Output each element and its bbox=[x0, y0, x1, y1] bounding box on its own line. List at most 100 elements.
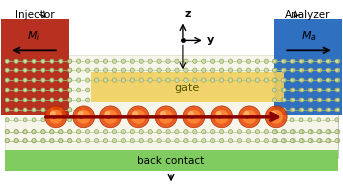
Circle shape bbox=[211, 59, 215, 64]
Circle shape bbox=[255, 68, 260, 72]
Circle shape bbox=[50, 98, 54, 102]
Circle shape bbox=[14, 98, 18, 102]
Circle shape bbox=[59, 68, 63, 72]
Circle shape bbox=[318, 88, 322, 92]
Circle shape bbox=[308, 68, 312, 72]
Circle shape bbox=[183, 106, 205, 128]
Circle shape bbox=[41, 68, 45, 72]
Circle shape bbox=[68, 59, 72, 63]
Circle shape bbox=[59, 118, 63, 122]
Circle shape bbox=[5, 88, 9, 92]
Circle shape bbox=[335, 108, 339, 112]
Circle shape bbox=[68, 98, 72, 102]
Circle shape bbox=[317, 130, 321, 134]
Circle shape bbox=[272, 118, 276, 122]
Circle shape bbox=[41, 129, 45, 134]
Circle shape bbox=[281, 139, 285, 143]
Circle shape bbox=[14, 68, 18, 72]
Circle shape bbox=[32, 59, 36, 63]
Circle shape bbox=[73, 106, 95, 128]
Circle shape bbox=[23, 88, 27, 92]
Circle shape bbox=[309, 68, 313, 72]
Circle shape bbox=[166, 68, 170, 72]
Circle shape bbox=[148, 68, 152, 72]
Circle shape bbox=[131, 110, 145, 124]
Circle shape bbox=[282, 129, 286, 134]
Circle shape bbox=[184, 68, 188, 72]
Circle shape bbox=[59, 88, 63, 92]
Circle shape bbox=[281, 98, 285, 102]
Circle shape bbox=[130, 139, 134, 143]
Text: $e^-$: $e^-$ bbox=[272, 114, 281, 122]
Circle shape bbox=[327, 88, 331, 92]
Circle shape bbox=[300, 139, 304, 143]
Circle shape bbox=[59, 59, 63, 63]
Circle shape bbox=[41, 78, 45, 82]
Circle shape bbox=[327, 59, 331, 64]
Circle shape bbox=[308, 139, 312, 143]
Circle shape bbox=[139, 59, 143, 64]
Circle shape bbox=[94, 139, 99, 143]
Circle shape bbox=[148, 78, 152, 82]
Circle shape bbox=[335, 130, 339, 134]
Circle shape bbox=[86, 108, 90, 112]
Circle shape bbox=[76, 78, 81, 82]
Circle shape bbox=[335, 139, 339, 143]
Circle shape bbox=[326, 130, 330, 134]
Circle shape bbox=[326, 78, 330, 82]
Circle shape bbox=[318, 129, 322, 134]
Circle shape bbox=[272, 139, 276, 143]
Circle shape bbox=[45, 106, 67, 128]
Circle shape bbox=[291, 88, 295, 92]
Circle shape bbox=[94, 68, 99, 72]
Circle shape bbox=[272, 130, 276, 134]
Circle shape bbox=[59, 59, 63, 64]
Circle shape bbox=[281, 68, 285, 72]
Circle shape bbox=[211, 78, 215, 82]
Circle shape bbox=[59, 88, 63, 92]
Circle shape bbox=[299, 88, 303, 92]
Circle shape bbox=[41, 139, 45, 143]
Circle shape bbox=[211, 139, 215, 143]
Text: $e^-$: $e^-$ bbox=[134, 114, 142, 122]
Circle shape bbox=[32, 108, 36, 112]
Circle shape bbox=[157, 78, 161, 82]
Circle shape bbox=[255, 129, 260, 134]
Circle shape bbox=[238, 106, 260, 128]
Circle shape bbox=[50, 88, 54, 92]
Circle shape bbox=[130, 78, 134, 82]
Circle shape bbox=[139, 139, 143, 143]
Circle shape bbox=[327, 129, 331, 134]
Bar bbox=[91, 72, 284, 102]
Circle shape bbox=[23, 68, 27, 72]
Circle shape bbox=[237, 139, 242, 143]
Circle shape bbox=[14, 68, 18, 72]
Circle shape bbox=[103, 68, 108, 72]
Circle shape bbox=[68, 68, 72, 72]
Circle shape bbox=[112, 78, 117, 82]
Circle shape bbox=[282, 108, 286, 112]
Circle shape bbox=[23, 78, 27, 82]
Circle shape bbox=[41, 59, 45, 63]
Circle shape bbox=[318, 68, 322, 72]
Circle shape bbox=[32, 98, 36, 102]
Circle shape bbox=[318, 78, 322, 82]
Circle shape bbox=[5, 68, 9, 72]
Circle shape bbox=[335, 98, 339, 102]
Circle shape bbox=[85, 68, 90, 72]
Circle shape bbox=[104, 110, 117, 124]
Circle shape bbox=[112, 129, 117, 134]
Circle shape bbox=[85, 59, 90, 64]
Circle shape bbox=[23, 78, 27, 82]
Circle shape bbox=[272, 78, 276, 82]
Circle shape bbox=[14, 139, 18, 143]
Circle shape bbox=[335, 68, 339, 72]
Circle shape bbox=[166, 59, 170, 64]
Circle shape bbox=[193, 78, 197, 82]
Circle shape bbox=[148, 129, 152, 134]
Circle shape bbox=[317, 98, 321, 102]
Circle shape bbox=[130, 68, 134, 72]
Circle shape bbox=[59, 129, 63, 134]
Circle shape bbox=[309, 139, 313, 143]
Circle shape bbox=[14, 108, 18, 112]
